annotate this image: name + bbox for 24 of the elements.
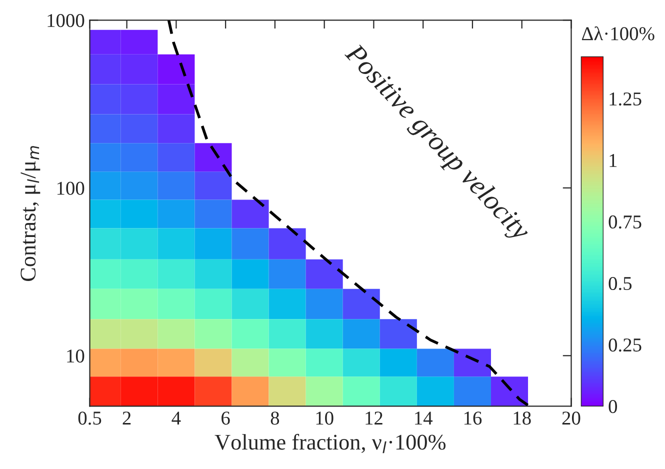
line-series	[167, 20, 531, 406]
color-bar-title: Δλ·100%	[582, 26, 654, 40]
x-tick-label: 2	[122, 412, 131, 425]
y-tick-label: 10	[67, 349, 84, 363]
color-bar-label: 1	[610, 154, 617, 167]
y-axis-title: Contrast, μ$_{l}$/μ$_{m}$	[20, 146, 40, 282]
x-tick-label: 0.5	[78, 412, 102, 425]
y-tick-label: 1000	[48, 14, 84, 28]
x-tick-label: 10	[316, 412, 334, 425]
x-axis-title: Volume fraction, ν$_{l}$·100%	[214, 434, 446, 454]
color-bar-label: 1.25	[610, 92, 642, 106]
x-tick-label: 20	[562, 412, 580, 425]
x-tick-label: 6	[222, 412, 230, 425]
y-tick-label: 100	[57, 182, 84, 195]
color-bar-label: 0.5	[608, 276, 632, 290]
x-tick-label: 16	[464, 412, 482, 425]
x-tick-label: 8	[270, 412, 280, 425]
x-tick-label: 14	[415, 412, 433, 425]
x-tick-label: 4	[172, 412, 181, 425]
color-bar-label: 0.75	[608, 215, 642, 229]
x-tick-label: 18	[514, 412, 531, 425]
x-tick-label: 12	[366, 412, 382, 425]
color-bar-label: 0.25	[608, 338, 642, 352]
color-bar-label: 0	[608, 400, 617, 414]
